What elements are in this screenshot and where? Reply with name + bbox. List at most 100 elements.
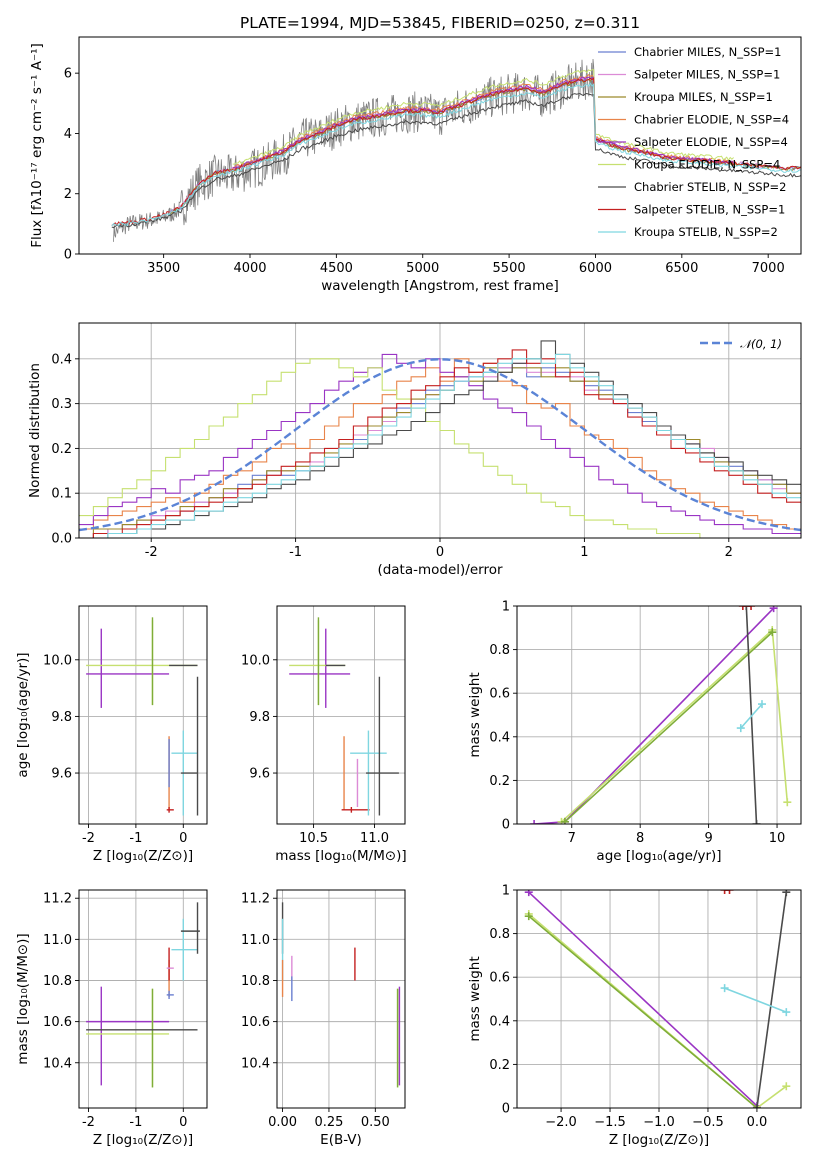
y-axis-label: Normed distribution xyxy=(27,363,43,498)
y-axis-label: mass [log₁₀(M/M⊙)] xyxy=(15,933,31,1064)
plot-area xyxy=(86,617,199,816)
weight-line xyxy=(528,891,758,1107)
weight-point-marker xyxy=(757,700,766,709)
histogram-step-line xyxy=(79,349,801,538)
legend-entry-label: Kroupa MILES, N_SSP=1 xyxy=(634,90,773,104)
x-tick-label: 4500 xyxy=(320,261,353,276)
model-spectrum-line xyxy=(111,82,801,227)
y-tick-label: 0.2 xyxy=(51,442,72,457)
x-tick-label: −1.0 xyxy=(643,1115,675,1130)
x-tick-label: 0.25 xyxy=(314,1115,343,1130)
mass-vs-ebv-panel: 0.00 0.25 0.50 10.4 10.6 10.8 11.0 11.2 E(B-V) xyxy=(241,889,406,1148)
x-tick-label: 5500 xyxy=(493,261,526,276)
weight-point-marker xyxy=(725,890,734,894)
y-tick-label: 10.6 xyxy=(43,1015,72,1030)
x-axis-label: Z [log₁₀(Z/Z⊙)] xyxy=(609,1132,709,1148)
x-tick-label: −1.5 xyxy=(594,1115,626,1130)
weight-point-marker xyxy=(783,798,792,807)
y-tick-label: 0 xyxy=(64,248,72,263)
plot-area xyxy=(289,617,399,816)
y-tick-label: 0.1 xyxy=(51,487,72,502)
observed-spectrum-line xyxy=(113,58,596,242)
model-spectrum-line xyxy=(232,69,734,165)
y-tick-label: 0.4 xyxy=(51,352,72,367)
axes-frame xyxy=(78,322,802,539)
weight-point-marker xyxy=(769,606,778,613)
axes-frame xyxy=(516,889,802,1109)
legend-entry-label: Salpeter STELIB, N_SSP=1 xyxy=(634,203,785,217)
y-tick-label: 10.0 xyxy=(241,653,270,668)
y-tick-label: 0.8 xyxy=(489,927,510,942)
y-tick-label: 4 xyxy=(64,127,72,142)
histogram-step-line xyxy=(79,353,801,535)
mass-vs-z-panel: -2 -1 0 10.4 10.6 10.8 11.0 11.2 Z [log₁₀(Z/Z⊙)]… xyxy=(15,889,208,1148)
legend-entry-label: Salpeter MILES, N_SSP=1 xyxy=(634,68,780,82)
legend-entry-label: Chabrier MILES, N_SSP=1 xyxy=(634,45,781,59)
x-tick-label: -2 xyxy=(145,545,158,560)
x-tick-label: 9 xyxy=(704,831,712,846)
legend-entry-label: Kroupa STELIB, N_SSP=2 xyxy=(634,225,778,239)
weight-point-marker xyxy=(782,890,791,897)
x-tick-label: 7 xyxy=(568,831,576,846)
axes-frame xyxy=(78,36,802,255)
y-axis-label: age [log₁₀(age/yr)] xyxy=(15,652,31,777)
age-vs-mass-panel: 10.5 11.0 9.6 9.8 10.0 mass [log₁₀(M/M⊙)] xyxy=(241,605,407,864)
weight-point-marker xyxy=(530,820,539,824)
y-tick-label: 11.0 xyxy=(241,933,270,948)
spectrum-panel: 3500 4000 4500 5000 5500 6000 6500 7000 0 2 4 6 wave… xyxy=(29,36,802,294)
x-axis-label: E(B-V) xyxy=(320,1132,362,1148)
x-tick-label: 1 xyxy=(580,545,588,560)
y-axis-label: mass weight xyxy=(467,956,483,1041)
x-tick-label: 0 xyxy=(436,545,444,560)
legend-entry-label: Kroupa ELODIE, N_SSP=4 xyxy=(634,158,780,172)
x-tick-label: 0.0 xyxy=(747,1115,768,1130)
x-tick-label: 0.50 xyxy=(361,1115,390,1130)
y-tick-label: 1 xyxy=(502,884,510,899)
x-tick-label: 0.00 xyxy=(268,1115,297,1130)
weight-point-marker xyxy=(720,890,729,894)
x-tick-label: −0.5 xyxy=(692,1115,724,1130)
y-axis-label: mass weight xyxy=(467,672,483,757)
x-tick-label: 7000 xyxy=(752,261,785,276)
x-tick-label: 10.5 xyxy=(299,831,328,846)
weight-line xyxy=(564,631,773,823)
axes-frame xyxy=(78,605,208,825)
y-tick-label: 0.3 xyxy=(51,397,72,412)
y-tick-label: 10.8 xyxy=(241,974,270,989)
x-tick-label: 10 xyxy=(769,831,786,846)
x-axis-label: (data-model)/error xyxy=(377,562,503,578)
plot-area xyxy=(111,58,801,242)
x-tick-label: 0 xyxy=(179,831,187,846)
x-tick-label: 2 xyxy=(725,545,733,560)
y-tick-label: 0.6 xyxy=(489,971,510,986)
y-tick-label: 11.2 xyxy=(43,892,72,907)
weight-line xyxy=(724,987,787,1013)
y-tick-label: 10.8 xyxy=(43,974,72,989)
legend-entry-label: Salpeter ELODIE, N_SSP=4 xyxy=(634,135,788,149)
legend-entry-label: Chabrier ELODIE, N_SSP=4 xyxy=(634,113,789,127)
x-axis-label: wavelength [Angstrom, rest frame] xyxy=(321,278,559,294)
y-tick-label: 0.8 xyxy=(489,643,510,658)
x-axis-label: Z [log₁₀(Z/Z⊙)] xyxy=(93,848,193,864)
figure-title: PLATE=1994, MJD=53845, FIBERID=0250, z=0… xyxy=(240,14,640,32)
weight-point-marker xyxy=(524,912,533,921)
age-vs-z-panel: -2 -1 0 9.6 9.8 10.0 Z [log₁₀(Z/Z⊙)] age [log₁₀… xyxy=(15,605,208,864)
y-tick-label: 1 xyxy=(502,600,510,615)
y-tick-label: 6 xyxy=(64,67,72,82)
y-axis-label: Flux [fλ10⁻¹⁷ erg cm⁻² s⁻¹ A⁻¹] xyxy=(29,43,45,248)
weight-point-marker xyxy=(524,890,533,897)
weight-point-marker xyxy=(752,1104,761,1108)
plot-area xyxy=(530,606,792,824)
normal-curve-line xyxy=(79,358,801,532)
y-tick-label: 10.4 xyxy=(43,1056,72,1071)
x-tick-label: 11.0 xyxy=(360,831,389,846)
legend-entry-label: Chabrier STELIB, N_SSP=2 xyxy=(634,180,786,194)
y-tick-label: 11.0 xyxy=(43,933,72,948)
histogram-step-line xyxy=(79,353,801,538)
x-tick-label: 8 xyxy=(636,831,644,846)
x-tick-label: 3500 xyxy=(147,261,180,276)
x-tick-label: −2.0 xyxy=(545,1115,577,1130)
residuals-panel: -2 -1 0 1 2 0.0 0.1 0.2 0.3 0.4 (data-model)/error… xyxy=(27,322,802,578)
axes-frame xyxy=(276,889,406,1109)
